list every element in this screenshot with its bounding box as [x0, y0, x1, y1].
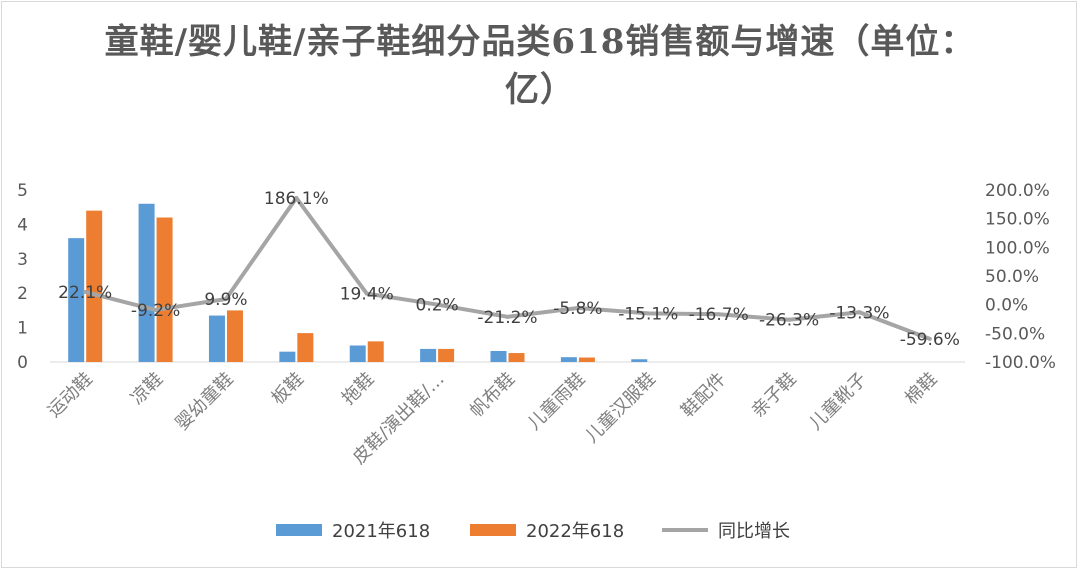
- category-label: 帆布鞋: [466, 369, 519, 422]
- growth-point: [575, 305, 580, 310]
- growth-data-label: -15.1%: [618, 304, 678, 324]
- bar-2021: [349, 345, 366, 362]
- bar-2022: [578, 357, 595, 362]
- category-label: 婴幼童鞋: [172, 369, 238, 435]
- category-label: 儿童靴子: [805, 369, 871, 435]
- bar-2022: [156, 217, 173, 362]
- category-label: 儿童雨鞋: [524, 369, 590, 435]
- category-label: 拖鞋: [338, 369, 378, 409]
- growth-point: [83, 289, 88, 294]
- growth-point: [223, 296, 228, 301]
- y-left-tick-label: 0: [17, 353, 28, 373]
- legend-swatch: [276, 524, 322, 536]
- growth-data-label: -26.3%: [759, 311, 819, 331]
- bar-2021: [68, 238, 85, 362]
- growth-point: [646, 311, 651, 316]
- growth-point: [435, 302, 440, 307]
- y-right-tick-label: 50.0%: [985, 267, 1039, 287]
- growth-data-label: -59.6%: [900, 330, 960, 350]
- legend-swatch: [470, 524, 516, 536]
- category-label: 儿童汉服鞋: [581, 369, 659, 447]
- growth-point: [364, 291, 369, 296]
- y-right-tick-label: -100.0%: [985, 353, 1056, 373]
- y-left-tick-label: 3: [17, 250, 28, 270]
- legend-label: 同比增长: [718, 521, 790, 542]
- growth-data-label: -16.7%: [689, 305, 749, 325]
- category-label: 凉鞋: [127, 369, 167, 409]
- growth-data-label: 9.9%: [204, 290, 247, 310]
- bar-2021: [138, 203, 155, 362]
- bar-2021: [560, 357, 577, 362]
- bar-2021: [631, 359, 648, 362]
- bar-2021: [490, 350, 507, 362]
- category-label: 板鞋: [268, 369, 308, 409]
- bar-2021: [279, 351, 296, 362]
- category-label: 运动鞋: [44, 369, 97, 422]
- y-right-tick-label: -50.0%: [985, 324, 1045, 344]
- growth-data-label: 0.2%: [416, 296, 459, 316]
- category-label: 鞋配件: [677, 369, 730, 422]
- legend-label: 2022年618: [526, 521, 624, 542]
- growth-point: [294, 195, 299, 200]
- growth-point: [716, 312, 721, 317]
- bar-2022: [226, 310, 243, 362]
- growth-data-label: 19.4%: [340, 285, 394, 305]
- growth-data-label: -21.2%: [477, 308, 537, 328]
- y-right-tick-label: 100.0%: [985, 238, 1050, 258]
- legend-label: 2021年618: [332, 521, 430, 542]
- category-label: 亲子鞋: [748, 369, 801, 422]
- chart-title: 童鞋/婴儿鞋/亲子鞋细分品类618销售额与增速（单位：亿）: [104, 22, 976, 110]
- bar-2021: [420, 348, 437, 362]
- y-left-tick-label: 4: [17, 215, 28, 235]
- bar-2021: [208, 315, 225, 362]
- y-right-tick-label: 0.0%: [985, 296, 1028, 316]
- growth-point: [153, 307, 158, 312]
- bar-2022: [86, 210, 103, 362]
- bars: [68, 203, 648, 362]
- y-left-tick-label: 5: [17, 181, 28, 201]
- bar-2022: [297, 333, 314, 362]
- bar-2022: [508, 353, 525, 362]
- legend: 2021年618 2022年618 同比增长: [276, 521, 790, 542]
- growth-data-label: -13.3%: [829, 303, 889, 323]
- y-right-tick-label: 150.0%: [985, 210, 1050, 230]
- growth-data-label: -5.8%: [553, 299, 602, 319]
- y-left-tick-label: 2: [17, 284, 28, 304]
- growth-data-label: -9.2%: [131, 301, 180, 321]
- y-right-tick-label: 200.0%: [985, 181, 1050, 201]
- y-left-tick-label: 1: [17, 319, 28, 339]
- data-labels: 22.1% -9.2% 9.9% 186.1% 19.4% 0.2% -21.2% -5.8%…: [58, 189, 960, 350]
- bar-2022: [438, 348, 455, 362]
- growth-point: [927, 336, 932, 341]
- growth-data-label: 22.1%: [58, 283, 112, 303]
- growth-line: [83, 195, 932, 341]
- growth-point: [505, 314, 510, 319]
- growth-point: [857, 310, 862, 315]
- category-label: 棉鞋: [901, 369, 941, 409]
- bar-2022: [367, 341, 384, 362]
- growth-data-label: 186.1%: [264, 189, 329, 209]
- growth-point: [787, 317, 792, 322]
